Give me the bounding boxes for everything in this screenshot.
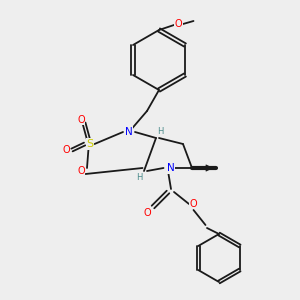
Text: O: O (175, 19, 182, 29)
Text: O: O (77, 115, 85, 125)
Text: H: H (136, 172, 143, 182)
Text: S: S (86, 139, 94, 149)
Text: N: N (125, 127, 133, 137)
Text: O: O (190, 199, 197, 209)
Text: O: O (62, 145, 70, 155)
Text: N: N (167, 163, 175, 173)
Text: H: H (157, 128, 164, 136)
Text: O: O (143, 208, 151, 218)
Text: O: O (77, 166, 85, 176)
